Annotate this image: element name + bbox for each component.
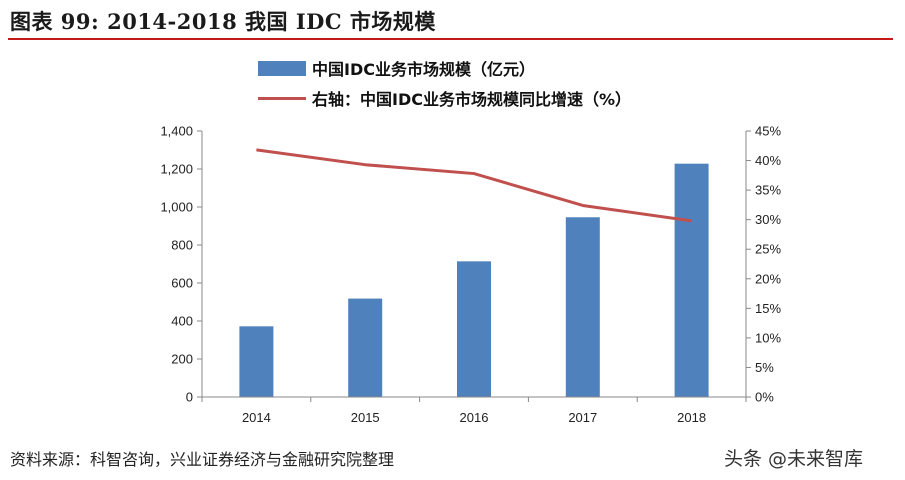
y-right-tick-label: 40% bbox=[755, 153, 781, 168]
y-right-tick-label: 35% bbox=[755, 183, 781, 198]
source-note: 资料来源：科智咨询，兴业证券经济与金融研究院整理 bbox=[10, 450, 395, 469]
title-divider bbox=[8, 38, 893, 40]
legend-line-swatch bbox=[258, 96, 306, 100]
y-left-tick-label: 600 bbox=[171, 276, 193, 291]
y-right-tick-label: 10% bbox=[755, 330, 781, 345]
y-left-tick-label: 800 bbox=[171, 238, 193, 253]
y-right-tick-label: 45% bbox=[755, 124, 781, 139]
y-left-tick-label: 200 bbox=[171, 352, 193, 367]
y-left-tick-label: 0 bbox=[186, 390, 193, 405]
bar-2016 bbox=[457, 261, 491, 397]
legend-bar-label: 中国IDC业务市场规模（亿元） bbox=[312, 60, 535, 79]
y-left-tick-label: 1,000 bbox=[160, 200, 193, 215]
watermark: 头条 @未来智库 bbox=[724, 448, 864, 470]
bar-2017 bbox=[565, 217, 600, 397]
growth-line bbox=[256, 148, 692, 223]
y-right-tick-label: 20% bbox=[755, 271, 781, 286]
legend-bar-swatch bbox=[258, 60, 306, 76]
legend-line-label: 右轴：中国IDC业务市场规模同比增速（%） bbox=[312, 90, 632, 109]
x-tick-label-2017: 2017 bbox=[568, 410, 597, 425]
y-left-tick-label: 400 bbox=[171, 314, 193, 329]
bar-2015 bbox=[348, 298, 383, 397]
y-right-tick-label: 25% bbox=[755, 242, 781, 257]
x-tick-label-2015: 2015 bbox=[351, 410, 380, 425]
y-right-tick-label: 30% bbox=[755, 212, 781, 227]
legend-item-line: 右轴：中国IDC业务市场规模同比增速（%） bbox=[258, 83, 631, 113]
legend-item-bar: 中国IDC业务市场规模（亿元） bbox=[258, 53, 631, 83]
bar-2018 bbox=[674, 163, 709, 397]
bar-2014 bbox=[239, 326, 274, 397]
legend: 中国IDC业务市场规模（亿元） 右轴：中国IDC业务市场规模同比增速（%） bbox=[258, 53, 631, 113]
y-right-tick-label: 15% bbox=[755, 301, 781, 316]
x-tick-label-2016: 2016 bbox=[460, 410, 489, 425]
x-tick-label-2018: 2018 bbox=[677, 410, 706, 425]
y-left-tick-label: 1,400 bbox=[160, 124, 193, 139]
x-tick-label-2014: 2014 bbox=[242, 410, 271, 425]
y-right-tick-label: 0% bbox=[755, 390, 774, 405]
y-left-tick-label: 1,200 bbox=[160, 162, 193, 177]
chart-title: 图表 99: 2014-2018 我国 IDC 市场规模 bbox=[10, 9, 436, 34]
y-right-tick-label: 5% bbox=[755, 360, 774, 375]
